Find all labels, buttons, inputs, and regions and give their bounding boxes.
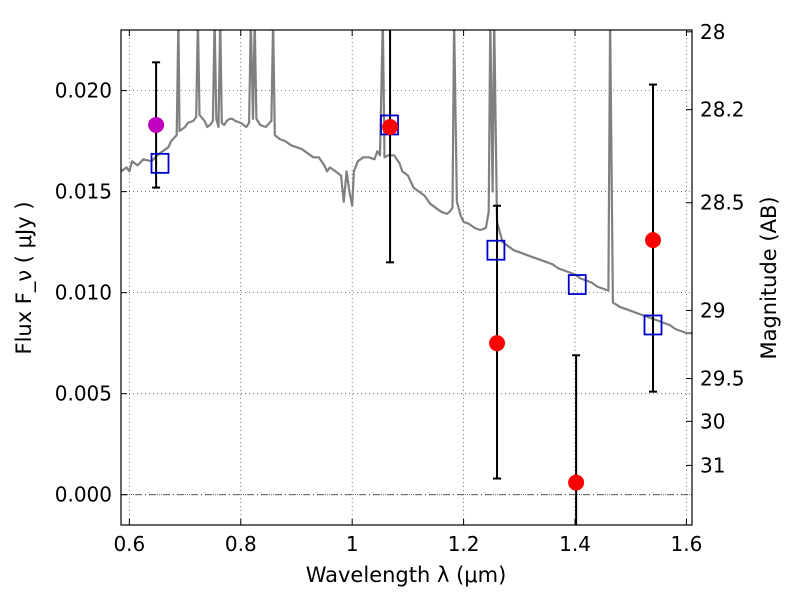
- measured-flux-point: [568, 474, 585, 491]
- y2-tick-label: 28: [700, 20, 725, 44]
- x-axis-ticks: 0.6 0.8 1 1.2 1.4 1.6: [113, 30, 702, 556]
- y-axis-label: Flux F_ν ( μJy ): [12, 201, 37, 354]
- x-tick-label: 1.4: [559, 532, 591, 556]
- x-axis-label: Wavelength λ (μm): [306, 563, 507, 587]
- y2-tick-label: 29.5: [700, 367, 745, 391]
- plot-frame: [120, 29, 693, 526]
- x-tick-label: 1: [346, 532, 359, 556]
- y-tick-label: 0.005: [55, 382, 112, 406]
- y2-axis-label: Magnitude (AB): [757, 196, 781, 359]
- y2-tick-label: 29: [700, 298, 725, 322]
- measured-flux-point: [489, 335, 506, 352]
- y2-tick-label: 28.5: [700, 191, 745, 215]
- synthetic-flux-square: [150, 152, 170, 174]
- measured-flux-point: [382, 118, 399, 135]
- x-tick-label: 0.8: [225, 532, 257, 556]
- y2-tick-label: 28.2: [700, 98, 745, 122]
- y-axis-ticks: 0.000 0.005 0.010 0.015 0.020: [55, 79, 127, 507]
- x-tick-label: 1.6: [671, 532, 703, 556]
- y2-tick-label: 30: [700, 409, 725, 433]
- synthetic-photometry-markers: [150, 114, 663, 336]
- y-tick-label: 0.010: [55, 281, 112, 305]
- measured-photometry-points: [148, 116, 662, 491]
- grid: [121, 30, 692, 525]
- measured-flux-point: [645, 232, 662, 249]
- measured-flux-point: [148, 116, 165, 133]
- y-tick-label: 0.020: [55, 79, 112, 103]
- x-tick-label: 1.2: [448, 532, 480, 556]
- synthetic-flux-square: [486, 239, 506, 261]
- synthetic-flux-square: [567, 274, 587, 295]
- y-tick-label: 0.015: [55, 180, 112, 204]
- y2-axis-ticks: 28 28.2 28.5 29 29.5 30 31: [686, 20, 745, 477]
- y2-tick-label: 31: [700, 453, 725, 477]
- synthetic-flux-square: [643, 314, 663, 336]
- x-tick-label: 0.6: [113, 532, 145, 556]
- y-tick-label: 0.000: [55, 483, 112, 507]
